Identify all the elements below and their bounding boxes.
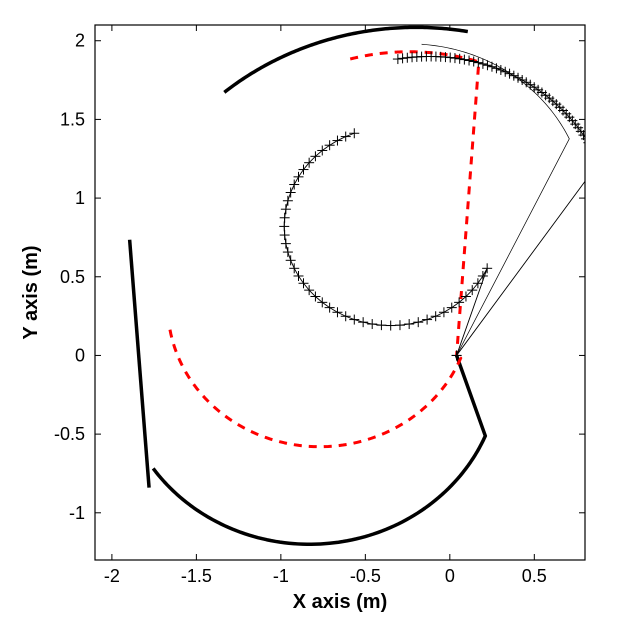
y-tick-label: -0.5 <box>54 424 85 444</box>
x-tick-label: -1 <box>273 566 289 586</box>
x-axis-label: X axis (m) <box>293 591 387 613</box>
cross-inner <box>284 133 487 355</box>
red-dashed-upper <box>350 52 479 356</box>
red-dashed-lower <box>170 330 461 447</box>
y-tick-label: 0 <box>75 345 85 365</box>
y-tick-label: 0.5 <box>60 267 85 287</box>
x-tick-label: -2 <box>104 566 120 586</box>
x-tick-label: -0.5 <box>350 566 381 586</box>
y-tick-label: -1 <box>69 503 85 523</box>
x-tick-label: -1.5 <box>181 566 212 586</box>
x-tick-label: 0 <box>445 566 455 586</box>
x-tick-label: 0.5 <box>522 566 547 586</box>
black-solid-outer-lower <box>153 355 485 544</box>
cross-outer <box>398 56 599 355</box>
y-tick-label: 2 <box>75 31 85 51</box>
chart-svg: -2 -1.5 -1 -0.5 0 0.5 -1 -0.5 0 0.5 1 1.5 2 X axis (m… <box>0 0 619 630</box>
y-tick-label: 1.5 <box>60 109 85 129</box>
y-tick-label: 1 <box>75 188 85 208</box>
black-solid-segment <box>130 240 149 488</box>
trajectory-chart: -2 -1.5 -1 -0.5 0 0.5 -1 -0.5 0 0.5 1 1.5 2 X axis (m… <box>0 0 619 630</box>
y-axis-label: Y axis (m) <box>20 245 42 339</box>
